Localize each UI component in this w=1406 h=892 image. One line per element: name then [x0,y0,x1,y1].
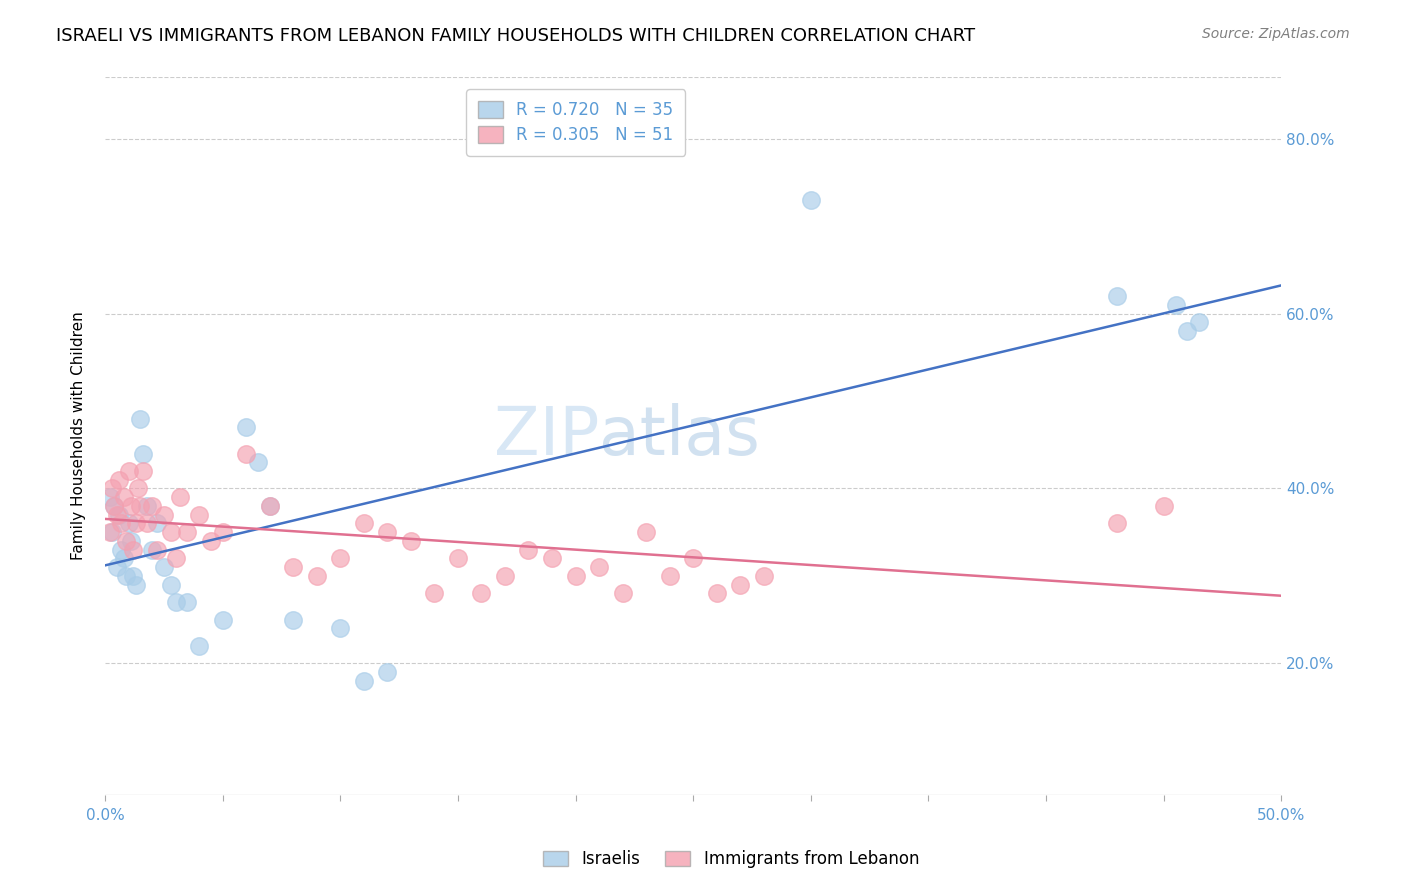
Text: atlas: atlas [599,403,761,469]
Legend: Israelis, Immigrants from Lebanon: Israelis, Immigrants from Lebanon [537,844,925,875]
Point [110,542,132,557]
Point [129,499,152,513]
Point [399,533,422,548]
Point [101,525,124,540]
Point [136,499,159,513]
Point [108,508,131,522]
Point [108,473,131,487]
Point [658,569,681,583]
Point [211,613,233,627]
Point [375,525,398,540]
Point [112,490,135,504]
Point [120,533,142,548]
Point [423,586,446,600]
Point [176,525,198,540]
Point [160,525,183,540]
Point [141,542,163,557]
Point [1153,499,1175,513]
Point [188,508,211,522]
Point [160,577,183,591]
Point [145,542,167,557]
Point [122,569,145,583]
Point [283,560,305,574]
Point [470,586,492,600]
Point [728,577,751,591]
Point [112,551,135,566]
Point [1175,324,1198,338]
Point [259,499,281,513]
Point [1164,298,1187,312]
Point [752,569,775,583]
Point [103,499,125,513]
Point [122,542,145,557]
Point [124,577,146,591]
Point [145,516,167,531]
Point [494,569,516,583]
Point [115,569,138,583]
Y-axis label: Family Households with Children: Family Households with Children [72,311,86,560]
Point [329,622,352,636]
Point [117,464,139,478]
Point [259,499,281,513]
Point [588,560,610,574]
Point [353,516,375,531]
Point [235,446,257,460]
Text: ZIP: ZIP [494,403,599,469]
Point [706,586,728,600]
Point [517,542,540,557]
Point [1105,516,1128,531]
Point [564,569,586,583]
Point [636,525,658,540]
Point [176,595,198,609]
Point [98,525,121,540]
Point [200,533,222,548]
Point [103,499,125,513]
Point [1105,289,1128,303]
Text: ISRAELI VS IMMIGRANTS FROM LEBANON FAMILY HOUSEHOLDS WITH CHILDREN CORRELATION C: ISRAELI VS IMMIGRANTS FROM LEBANON FAMIL… [56,27,976,45]
Point [115,533,138,548]
Point [329,551,352,566]
Point [188,639,211,653]
Point [165,595,187,609]
Point [101,482,124,496]
Point [612,586,634,600]
Point [141,499,163,513]
Point [165,551,187,566]
Point [124,516,146,531]
Point [541,551,564,566]
Point [98,490,121,504]
Point [129,411,152,425]
Point [153,508,176,522]
Point [246,455,269,469]
Point [110,516,132,531]
Point [682,551,704,566]
Point [305,569,328,583]
Point [447,551,470,566]
Point [136,516,159,531]
Point [105,560,128,574]
Point [105,508,128,522]
Point [131,446,153,460]
Point [127,482,149,496]
Point [800,193,823,207]
Point [353,673,375,688]
Legend: R = 0.720   N = 35, R = 0.305   N = 51: R = 0.720 N = 35, R = 0.305 N = 51 [467,89,685,156]
Point [120,499,142,513]
Point [211,525,233,540]
Point [375,665,398,680]
Point [169,490,191,504]
Point [1188,315,1211,329]
Text: Source: ZipAtlas.com: Source: ZipAtlas.com [1202,27,1350,41]
Point [235,420,257,434]
Point [153,560,176,574]
Point [117,516,139,531]
Point [131,464,153,478]
Point [283,613,305,627]
